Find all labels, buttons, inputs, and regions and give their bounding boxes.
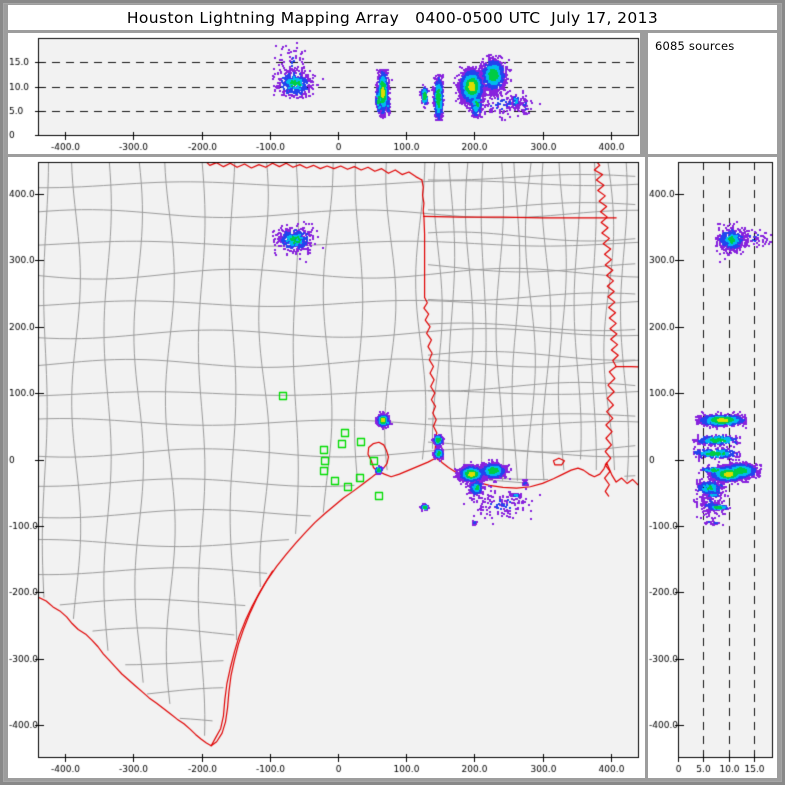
plan-view-panel [8, 157, 645, 778]
ew-altitude-scatter-canvas [8, 33, 640, 154]
sources-count-panel: 6085 sources [648, 33, 777, 154]
ns-altitude-panel [648, 157, 777, 778]
sources-count-label: 6085 sources [655, 39, 735, 53]
page-title: Houston Lightning Mapping Array 0400-050… [126, 8, 659, 27]
ew-altitude-panel [8, 33, 640, 154]
ns-altitude-scatter-canvas [648, 157, 777, 778]
plan-view-map-canvas [8, 157, 645, 778]
title-bar: Houston Lightning Mapping Array 0400-050… [8, 5, 777, 30]
